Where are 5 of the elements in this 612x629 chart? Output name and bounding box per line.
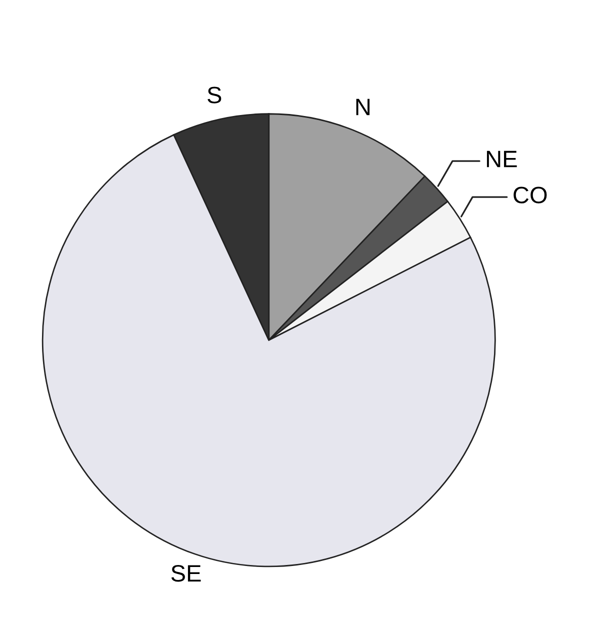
slice-label: NE bbox=[486, 150, 517, 168]
slice-label: N bbox=[356, 98, 370, 116]
slice-label: S bbox=[208, 86, 222, 104]
slice-label: CO bbox=[514, 186, 547, 204]
slice-label: SE bbox=[171, 565, 201, 582]
